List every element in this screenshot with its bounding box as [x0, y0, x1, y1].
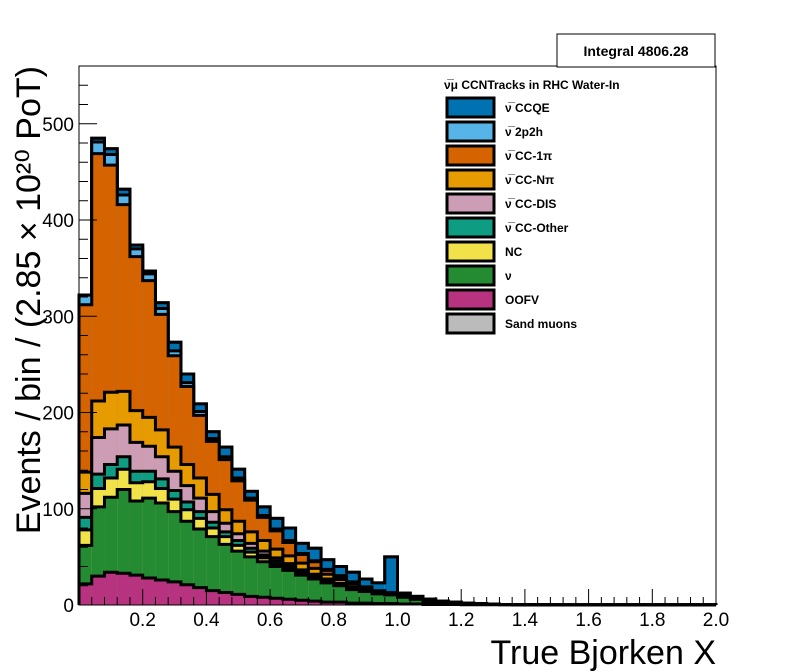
y-axis-title: Events / bin / (2.85 × 10²⁰ PoT) [10, 66, 48, 534]
y-tick-label: 300 [42, 307, 74, 328]
bar [295, 575, 309, 605]
legend-swatch [445, 120, 496, 143]
x-tick-label: 0.2 [129, 610, 155, 631]
legend-entry: ν̅ 2p2h [445, 120, 543, 143]
bar [244, 556, 258, 605]
bar [231, 551, 245, 605]
legend-swatch [445, 144, 496, 167]
legend-label: ν̅ CCQE [505, 101, 550, 115]
x-axis-title: True Bjorken X [491, 634, 717, 672]
bar [308, 579, 322, 605]
x-tick-label: 2.0 [703, 610, 729, 631]
bar [206, 536, 220, 605]
legend-label: ν̅ CC-1π [505, 149, 552, 163]
bar [384, 594, 398, 605]
bar [372, 593, 385, 605]
bar [180, 584, 194, 605]
legend-swatch [445, 240, 496, 263]
legend-entry: ν [445, 264, 512, 287]
bar [91, 576, 105, 605]
histogram-bars [77, 136, 718, 607]
legend-entry: ν̅ CC-DIS [445, 192, 556, 215]
bar [282, 570, 296, 605]
y-tick-label: 0 [63, 596, 74, 617]
bar [129, 575, 143, 605]
bar [295, 600, 309, 605]
legend-entry: NC [445, 240, 523, 263]
x-tick-label: 1.0 [384, 610, 410, 631]
x-tick-label: 1.2 [448, 610, 474, 631]
bar [410, 599, 423, 605]
bar [104, 572, 118, 605]
bar [321, 582, 334, 605]
legend-label: ν̅ CC-Other [505, 221, 569, 235]
bar [117, 573, 130, 605]
bar [219, 544, 232, 605]
bar [79, 583, 92, 605]
bar [308, 601, 322, 605]
bar [270, 566, 283, 605]
legend-label: ν [505, 269, 512, 283]
bar [168, 581, 181, 605]
legend-entry: Sand muons [445, 312, 577, 335]
axis-ticks: 0.2 0.4 0.6 0.8 1.0 1.2 1.4 1.6 1.8 2.0 0 100 200 300… [42, 65, 729, 631]
legend-swatch [445, 288, 496, 311]
x-tick-label: 1.4 [512, 610, 539, 631]
legend-swatch [445, 312, 496, 335]
x-tick-label: 0.6 [257, 610, 283, 631]
legend-swatch [445, 216, 496, 239]
bar [333, 585, 347, 605]
x-tick-label: 0.8 [321, 610, 347, 631]
y-tick-label: 100 [42, 500, 74, 521]
bar [206, 590, 220, 605]
y-tick-label: 200 [42, 404, 74, 425]
legend-title: ν̅μ CCNTracks in RHC Water-In [444, 78, 620, 92]
integral-box [556, 33, 716, 68]
y-tick-label: 500 [42, 115, 74, 136]
legend-label: ν̅ CC-DIS [505, 197, 556, 211]
bar [193, 528, 207, 605]
bar [282, 599, 296, 605]
bar [257, 597, 271, 605]
bar [257, 561, 271, 605]
legend-label: ν̅ CC-Nπ [505, 173, 554, 187]
legend-swatch [445, 168, 496, 191]
legend: ν̅μ CCNTracks in RHC Water-In ν̅ CCQE ν̅ … [444, 78, 620, 335]
bar [270, 598, 283, 605]
bar [219, 592, 232, 605]
legend-label: ν̅ 2p2h [505, 125, 543, 139]
x-tick-label: 1.8 [639, 610, 665, 631]
legend-entry: ν̅ CC-Other [445, 216, 569, 239]
bar [346, 589, 360, 605]
bar [397, 597, 411, 605]
bar [244, 596, 258, 605]
legend-label: NC [505, 245, 523, 259]
integral-label: Integral 4806.28 [583, 43, 688, 59]
legend-entry: ν̅ CC-Nπ [445, 168, 554, 191]
y-tick-label: 400 [42, 211, 74, 232]
bar [231, 594, 245, 605]
bar [155, 579, 169, 605]
legend-entry: ν̅ CC-1π [445, 144, 552, 167]
legend-swatch [445, 96, 496, 119]
x-tick-label: 0.4 [193, 610, 220, 631]
x-tick-label: 1.6 [575, 610, 601, 631]
legend-entry: OOFV [445, 288, 539, 311]
legend-label: Sand muons [505, 317, 577, 331]
legend-swatch [445, 192, 496, 215]
legend-entry: ν̅ CCQE [445, 96, 550, 119]
legend-swatch [445, 264, 496, 287]
bar [142, 578, 156, 605]
bar [193, 587, 207, 605]
legend-label: OOFV [505, 293, 539, 307]
